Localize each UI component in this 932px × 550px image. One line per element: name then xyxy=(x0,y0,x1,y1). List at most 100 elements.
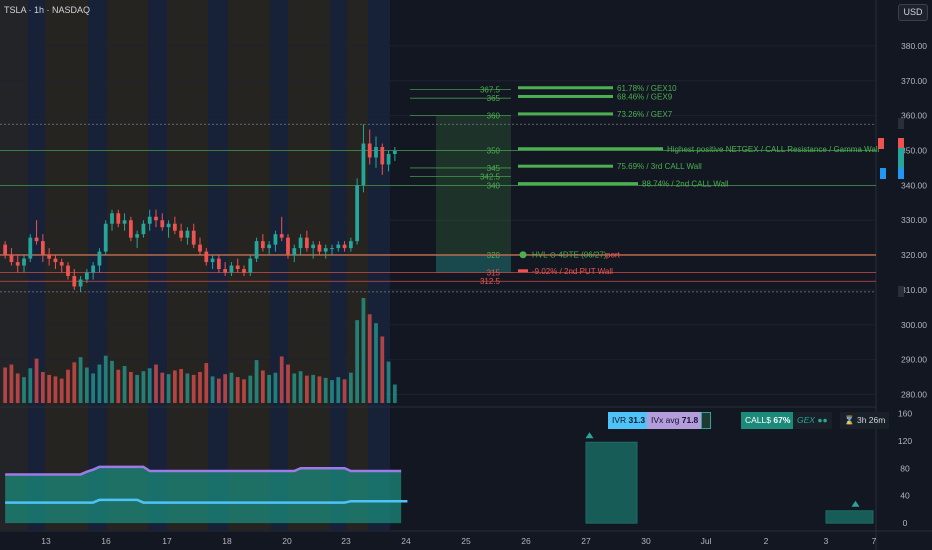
candle-body xyxy=(342,244,347,249)
gex-label: 61.78% / GEX10 xyxy=(617,84,677,93)
volume-bar xyxy=(9,364,14,403)
last-price xyxy=(898,147,904,159)
candle-body xyxy=(367,143,372,158)
gex-bar xyxy=(518,112,613,116)
session-band xyxy=(330,0,347,530)
high-value xyxy=(898,118,904,130)
time-tick-label: 13 xyxy=(41,536,51,546)
ask-value xyxy=(898,137,904,149)
volume-bar xyxy=(116,369,121,403)
gex-pill[interactable]: GEX ●● xyxy=(793,412,832,429)
gex-label: -9.02% / 2nd PUT Wall xyxy=(532,267,613,276)
session-band xyxy=(368,0,390,530)
volume-bar xyxy=(47,374,52,403)
candle-body xyxy=(348,241,353,249)
volume-bar xyxy=(135,374,140,403)
future-arrow xyxy=(585,432,594,439)
strike-label: 320 xyxy=(487,251,501,260)
currency-button[interactable]: USD xyxy=(898,4,928,21)
candle-body xyxy=(28,237,33,259)
volume-bar xyxy=(185,373,190,403)
price-tick-label: 310.00 xyxy=(901,285,927,295)
strike-label: 350 xyxy=(487,147,501,156)
ivx-pill[interactable]: IVx avg 71.8 xyxy=(647,412,703,429)
volume-bar xyxy=(304,375,309,403)
strike-label: 342.5 xyxy=(480,173,501,182)
volume-bar xyxy=(336,377,341,403)
future-bar xyxy=(585,441,638,524)
candle-body xyxy=(185,230,190,238)
session-band xyxy=(288,0,330,530)
change-pill xyxy=(701,412,711,429)
volume-bar xyxy=(97,364,102,403)
projection-box-low xyxy=(436,255,511,273)
time-tick-label: 3 xyxy=(824,536,829,546)
future-bar xyxy=(825,510,874,524)
price-tick-label: 350.00 xyxy=(901,146,927,156)
volume-bar xyxy=(374,323,378,403)
candle-body xyxy=(128,220,133,238)
candle-body xyxy=(216,258,221,270)
volume-bar xyxy=(122,366,127,403)
volume-bar xyxy=(3,367,8,403)
volume-bar xyxy=(216,378,221,403)
volume-bar xyxy=(229,372,234,403)
strike-label: 365 xyxy=(487,94,501,103)
candle-body xyxy=(380,147,385,165)
osc-tick-label: 160 xyxy=(898,408,912,418)
volume-bar xyxy=(223,374,228,403)
candle-body xyxy=(147,216,152,224)
candle-body xyxy=(59,262,64,266)
candle-body xyxy=(273,234,278,245)
osc-tick-label: 0 xyxy=(903,518,908,528)
candle-body xyxy=(191,230,196,245)
volume-bar xyxy=(248,375,253,403)
candle-body xyxy=(135,234,140,238)
volume-bar xyxy=(242,379,246,403)
volume-bar xyxy=(348,372,353,403)
volume-bar xyxy=(267,374,272,403)
session-band xyxy=(45,0,88,530)
gex-label: 75.69% / 3rd CALL Wall xyxy=(617,162,702,171)
ivx-value: 71.8 xyxy=(681,415,699,425)
ivr-pill[interactable]: IVR 31.3 xyxy=(608,412,650,429)
volume-bar xyxy=(380,336,385,403)
strike-label: 360 xyxy=(487,112,501,121)
candle-body xyxy=(392,150,397,154)
volume-bar xyxy=(28,368,33,403)
candle-body xyxy=(47,255,52,259)
time-tick-label: 26 xyxy=(521,536,531,546)
hvl-suffix: port xyxy=(606,251,621,260)
candle-body xyxy=(242,269,246,273)
volume-bar xyxy=(110,360,114,403)
volume-bar xyxy=(298,371,303,403)
price-tick-label: 330.00 xyxy=(901,215,927,225)
strike-label: 315 xyxy=(487,269,501,278)
price-tick-label: 340.00 xyxy=(901,180,927,190)
volume-bar xyxy=(22,377,26,403)
volume-bar xyxy=(128,371,133,403)
volume-bar xyxy=(66,369,70,403)
candle-body xyxy=(15,262,20,266)
candle-body xyxy=(330,248,334,250)
volume-bar xyxy=(40,371,45,403)
volume-bar xyxy=(34,358,39,403)
candle-body xyxy=(53,258,58,263)
candle-body xyxy=(3,244,8,256)
volume-bar xyxy=(260,370,265,403)
bid-value xyxy=(898,168,904,180)
high-label xyxy=(876,118,882,129)
volume-bar xyxy=(367,314,372,403)
session-band xyxy=(107,0,148,530)
session-band xyxy=(347,0,368,530)
volume-bar xyxy=(286,364,290,403)
volume-bar xyxy=(141,371,146,403)
calls-pill[interactable]: CALL$ 67% xyxy=(741,412,795,429)
gex-bar xyxy=(518,164,613,168)
volume-bar xyxy=(355,320,360,403)
timer-value: 3h 26m xyxy=(856,415,886,425)
candle-body xyxy=(160,220,165,228)
candle-body xyxy=(323,248,328,252)
volume-bar xyxy=(311,374,316,403)
